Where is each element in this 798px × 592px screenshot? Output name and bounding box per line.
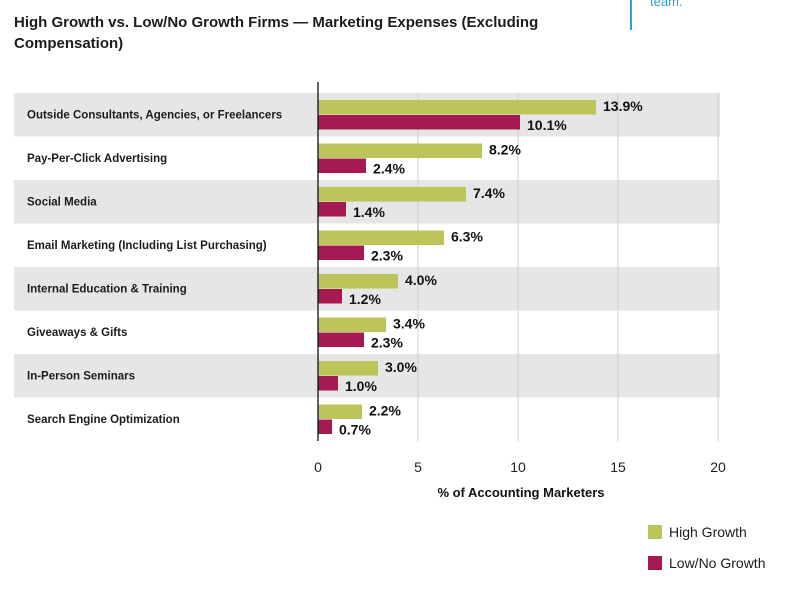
data-label-high-growth: 7.4%	[473, 185, 505, 201]
bar-low-growth	[318, 115, 520, 130]
data-label-low-growth: 0.7%	[339, 422, 371, 438]
legend-label-low-growth: Low/No Growth	[669, 555, 766, 571]
data-label-high-growth: 3.4%	[393, 316, 425, 332]
bar-low-growth	[318, 376, 338, 391]
x-tick-label: 0	[314, 459, 322, 475]
data-label-high-growth: 4.0%	[405, 272, 437, 288]
bar-high-growth	[318, 230, 444, 245]
x-tick-label: 20	[710, 459, 726, 475]
bar-low-growth	[318, 158, 366, 173]
bar-high-growth	[318, 361, 378, 376]
chart-title: High Growth vs. Low/No Growth Firms — Ma…	[14, 14, 539, 52]
data-label-high-growth: 3.0%	[385, 359, 417, 375]
x-axis-title: % of Accounting Marketers	[437, 485, 604, 500]
legend-item-high-growth: High Growth	[648, 524, 747, 540]
data-label-low-growth: 1.0%	[345, 378, 377, 394]
data-label-high-growth: 2.2%	[369, 403, 401, 419]
bar-high-growth	[318, 404, 362, 419]
data-label-low-growth: 1.2%	[349, 291, 381, 307]
category-label: Outside Consultants, Agencies, or Freela…	[27, 110, 282, 122]
data-label-low-growth: 2.4%	[373, 161, 405, 177]
bar-low-growth	[318, 419, 332, 434]
bar-low-growth	[318, 289, 342, 304]
category-label: Pay-Per-Click Advertising	[27, 153, 167, 165]
bar-high-growth	[318, 143, 482, 158]
data-label-high-growth: 13.9%	[603, 98, 643, 114]
bar-low-growth	[318, 332, 364, 347]
category-label: Internal Education & Training	[27, 284, 187, 296]
data-label-low-growth: 2.3%	[371, 335, 403, 351]
x-tick-label: 10	[510, 459, 526, 475]
legend-swatch-high-growth	[648, 525, 662, 539]
x-tick-label: 15	[610, 459, 626, 475]
category-label: In-Person Seminars	[27, 371, 135, 383]
bar-high-growth	[318, 100, 596, 115]
bar-high-growth	[318, 274, 398, 289]
bar-high-growth	[318, 187, 466, 202]
bar-low-growth	[318, 202, 346, 217]
bar-low-growth	[318, 245, 364, 260]
data-label-low-growth: 2.3%	[371, 248, 403, 264]
legend-label-high-growth: High Growth	[669, 524, 747, 540]
category-label: Giveaways & Gifts	[27, 327, 127, 339]
data-label-low-growth: 1.4%	[353, 204, 385, 220]
bar-high-growth	[318, 317, 386, 332]
category-label: Search Engine Optimization	[27, 414, 180, 426]
data-label-high-growth: 8.2%	[489, 142, 521, 158]
accent-rule	[630, 0, 632, 30]
x-tick-label: 5	[414, 459, 422, 475]
category-label: Social Media	[27, 197, 97, 209]
corner-text: team.	[650, 0, 683, 9]
category-label: Email Marketing (Including List Purchasi…	[27, 240, 267, 252]
legend-item-low-growth: Low/No Growth	[648, 555, 765, 571]
data-label-low-growth: 10.1%	[527, 117, 567, 133]
data-label-high-growth: 6.3%	[451, 229, 483, 245]
legend-swatch-low-growth	[648, 556, 662, 570]
